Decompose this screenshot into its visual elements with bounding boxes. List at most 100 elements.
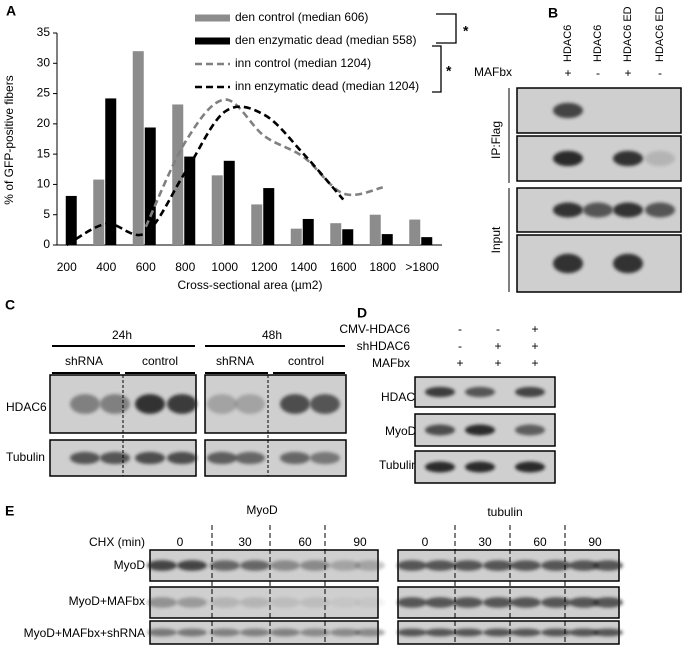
blot-band: [583, 202, 613, 218]
blot-band: [177, 560, 207, 571]
time-label: 90: [353, 535, 367, 549]
y-tick-label: 0: [43, 237, 50, 251]
blot-band: [235, 451, 265, 465]
blot-band: [453, 597, 483, 608]
blot-band: [240, 628, 270, 637]
blot-band: [235, 394, 265, 414]
blot-band: [207, 451, 237, 465]
blot-band: [397, 597, 427, 608]
row-label: MyoD+MAFbx: [69, 594, 145, 608]
legend-label: den enzymatic dead (median 558): [235, 33, 416, 47]
sign: -: [496, 322, 500, 336]
blot-band: [569, 628, 599, 637]
group-label: Input: [489, 226, 503, 253]
group-label: IP:Flag: [489, 121, 503, 159]
blot-band: [300, 628, 330, 637]
blot-band: [70, 394, 100, 414]
time-label: 30: [238, 535, 252, 549]
x-tick-label: 200: [57, 260, 77, 274]
bar: [223, 160, 235, 245]
row-label: MyoD: [114, 558, 146, 572]
blot-band: [553, 253, 583, 274]
x-axis-label: Cross-sectional area (µm2): [178, 278, 323, 292]
blot-band: [511, 597, 541, 608]
legend-label: inn enzymatic dead (median 1204): [235, 79, 419, 93]
bar: [184, 156, 196, 245]
blot-band: [147, 628, 177, 637]
blot-band: [135, 394, 165, 414]
bar: [65, 195, 77, 245]
blot-band: [147, 597, 177, 608]
sign: +: [531, 322, 538, 336]
blot-band: [465, 424, 495, 436]
blot-band: [425, 386, 455, 398]
blot-band: [280, 451, 310, 465]
annotation: *: [446, 63, 452, 79]
time-label: 0: [422, 535, 429, 549]
blot-band: [425, 597, 455, 608]
timepoint: 48h: [262, 328, 282, 342]
blot-band: [147, 560, 177, 571]
column-label: HDAC6 ED: [654, 6, 666, 62]
bar: [342, 229, 354, 245]
sign: +: [531, 339, 538, 353]
legend-label: inn control (median 1204): [235, 56, 371, 70]
bar: [93, 179, 105, 245]
column-label: HDAC6: [562, 25, 574, 62]
blot-band: [330, 597, 360, 608]
x-tick-label: 1600: [330, 260, 357, 274]
row-label: Tubulin: [6, 450, 45, 464]
sign: +: [494, 356, 501, 370]
blot-band: [425, 560, 455, 571]
lane-divider: [211, 525, 566, 644]
y-tick-label: 5: [43, 207, 50, 221]
row-label: shHDAC6: [357, 339, 411, 353]
blot-band: [553, 102, 583, 119]
blot-band: [167, 394, 197, 414]
blot-band: [483, 628, 513, 637]
sign: -: [458, 339, 462, 353]
blot-band: [240, 560, 270, 571]
blot-band: [100, 451, 130, 465]
sign: -: [658, 66, 662, 80]
legend-label: den control (median 606): [235, 10, 368, 24]
time-label: 60: [533, 535, 547, 549]
y-tick-label: 35: [37, 25, 51, 39]
time-label: 60: [298, 535, 312, 549]
significance-bracket: [432, 13, 457, 93]
blot-band: [100, 394, 130, 414]
bar: [290, 228, 302, 245]
column-label: HDAC6 ED: [622, 6, 634, 62]
row-label: MyoD+MAFbx+shRNA: [24, 626, 145, 640]
panel-label: B: [548, 5, 558, 21]
blot-band: [210, 597, 240, 608]
blot-band: [425, 461, 455, 473]
blot-band: [270, 628, 300, 637]
x-tick-label: 1400: [290, 260, 317, 274]
sign: -: [596, 66, 600, 80]
blot-band: [355, 628, 385, 637]
panel-label: D: [357, 305, 367, 321]
row-label: HDAC6: [381, 390, 422, 404]
panel-label: C: [5, 297, 15, 313]
panel-label: A: [6, 3, 16, 19]
blot-band: [593, 597, 623, 608]
sign: +: [456, 356, 463, 370]
bar: [105, 98, 117, 245]
blot-band: [553, 202, 583, 218]
blot-band: [240, 597, 270, 608]
blot-band: [167, 451, 197, 465]
time-label: 30: [478, 535, 492, 549]
bar: [381, 234, 393, 245]
bar: [211, 175, 223, 245]
bar: [172, 104, 184, 245]
y-tick-label: 15: [37, 146, 51, 160]
blot-band: [425, 424, 455, 436]
blot-band: [515, 461, 545, 473]
blot-band: [330, 560, 360, 571]
blot-band: [553, 150, 583, 167]
blot-band: [453, 628, 483, 637]
blot-band: [613, 253, 643, 274]
blot-band: [511, 628, 541, 637]
